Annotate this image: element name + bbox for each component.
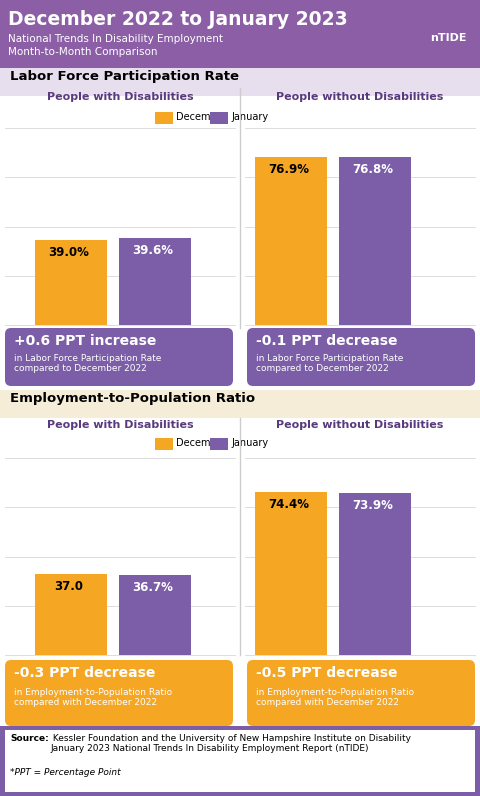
Text: nTIDE: nTIDE — [430, 33, 467, 43]
Text: Source:: Source: — [10, 734, 49, 743]
FancyBboxPatch shape — [5, 660, 233, 726]
Text: 39.6%: 39.6% — [132, 244, 173, 257]
Text: Employment-to-Population Ratio: Employment-to-Population Ratio — [10, 392, 255, 405]
Text: 73.9%: 73.9% — [353, 499, 394, 513]
Text: People with Disabilities: People with Disabilities — [47, 92, 193, 102]
Text: December 2022 to January 2023: December 2022 to January 2023 — [8, 10, 348, 29]
Text: Month-to-Month Comparison: Month-to-Month Comparison — [8, 47, 157, 57]
Bar — [155, 438, 173, 450]
Text: People without Disabilities: People without Disabilities — [276, 420, 444, 430]
Text: in Employment-to-Population Ratio
compared with December 2022: in Employment-to-Population Ratio compar… — [14, 688, 172, 708]
Text: -0.5 PPT decrease: -0.5 PPT decrease — [256, 666, 397, 680]
Text: Kessler Foundation and the University of New Hampshire Institute on Disability
J: Kessler Foundation and the University of… — [50, 734, 411, 753]
Text: 37.0: 37.0 — [55, 580, 84, 593]
Text: 36.7%: 36.7% — [132, 580, 173, 594]
Bar — [210, 112, 228, 124]
Text: January: January — [231, 438, 268, 448]
Text: People without Disabilities: People without Disabilities — [276, 92, 444, 102]
Text: *PPT = Percentage Point: *PPT = Percentage Point — [10, 768, 120, 777]
Bar — [255, 492, 327, 655]
Bar — [5, 730, 475, 792]
Bar — [255, 157, 327, 325]
Bar — [339, 157, 411, 325]
Bar — [339, 494, 411, 655]
Bar — [119, 238, 191, 325]
Text: Labor Force Participation Rate: Labor Force Participation Rate — [10, 70, 239, 83]
Text: National Trends In Disability Employment: National Trends In Disability Employment — [8, 34, 223, 44]
Bar — [119, 575, 191, 655]
Text: 39.0%: 39.0% — [48, 246, 89, 259]
Text: 74.4%: 74.4% — [268, 498, 310, 511]
Text: in Labor Force Participation Rate
compared to December 2022: in Labor Force Participation Rate compar… — [14, 354, 161, 373]
Text: 76.8%: 76.8% — [352, 163, 394, 176]
Bar — [35, 574, 107, 655]
Bar — [35, 240, 107, 325]
Text: December: December — [176, 438, 227, 448]
FancyBboxPatch shape — [247, 328, 475, 386]
FancyBboxPatch shape — [5, 328, 233, 386]
Bar — [210, 438, 228, 450]
Text: January: January — [231, 112, 268, 122]
Text: 76.9%: 76.9% — [268, 162, 310, 176]
Bar — [0, 726, 480, 796]
Bar — [0, 390, 480, 418]
Text: +0.6 PPT increase: +0.6 PPT increase — [14, 334, 156, 348]
Bar — [0, 0, 480, 68]
Text: in Labor Force Participation Rate
compared to December 2022: in Labor Force Participation Rate compar… — [256, 354, 403, 373]
Text: -0.3 PPT decrease: -0.3 PPT decrease — [14, 666, 156, 680]
Bar — [155, 112, 173, 124]
Text: in Employment-to-Population Ratio
compared with December 2022: in Employment-to-Population Ratio compar… — [256, 688, 414, 708]
Text: -0.1 PPT decrease: -0.1 PPT decrease — [256, 334, 397, 348]
FancyBboxPatch shape — [247, 660, 475, 726]
Text: People with Disabilities: People with Disabilities — [47, 420, 193, 430]
Bar — [0, 68, 480, 96]
Text: December: December — [176, 112, 227, 122]
